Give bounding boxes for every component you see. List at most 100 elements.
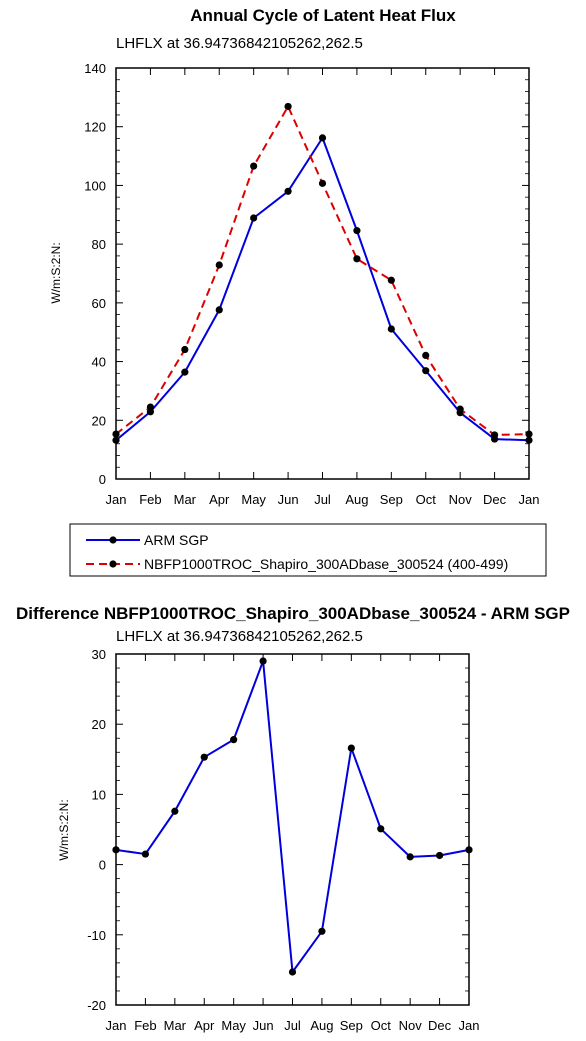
x-tick-label: May bbox=[241, 492, 266, 507]
series-0-point bbox=[406, 853, 414, 861]
series-0-point bbox=[347, 744, 355, 752]
series-0-point bbox=[230, 736, 238, 744]
series-1-point bbox=[284, 102, 292, 111]
x-tick-label: Jul bbox=[314, 492, 331, 507]
series-1-point bbox=[456, 405, 464, 413]
x-tick-label: Jun bbox=[253, 1018, 274, 1033]
legend: ARM SGP NBFP1000TROC_Shapiro_300ADbase_3… bbox=[69, 523, 547, 577]
series-0-point bbox=[318, 134, 327, 142]
y-tick-label: 20 bbox=[92, 413, 106, 428]
x-tick-label: Nov bbox=[449, 492, 473, 507]
series-layer bbox=[112, 102, 533, 444]
x-tick-label: Jan bbox=[106, 1018, 127, 1033]
x-tick-label: Jan bbox=[459, 1018, 480, 1033]
series-0-point bbox=[215, 306, 223, 314]
series-0-point bbox=[465, 846, 473, 854]
y-tick-label: 0 bbox=[99, 472, 106, 487]
x-tick-label: Oct bbox=[371, 1018, 392, 1033]
series-0-point bbox=[200, 753, 208, 761]
x-tick-label: Apr bbox=[194, 1018, 215, 1033]
x-tick-label: Oct bbox=[416, 492, 437, 507]
series-0-point bbox=[181, 368, 189, 376]
chart-subtitle: LHFLX at 36.94736842105262,262.5 bbox=[116, 35, 363, 52]
y-tick-label: 40 bbox=[92, 355, 106, 370]
difference-tick-labels: Jan Feb Mar Apr May Jun Jul Aug Sep Oct Nov Dec Jan-… bbox=[87, 647, 479, 1033]
y-tick-label: 120 bbox=[84, 120, 106, 135]
series-1-point bbox=[422, 351, 430, 360]
chart-title: Annual Cycle of Latent Heat Flux bbox=[190, 6, 456, 25]
y-tick-label: -10 bbox=[87, 928, 106, 943]
x-tick-label: Dec bbox=[483, 492, 507, 507]
y-tick-label: 100 bbox=[84, 178, 106, 193]
series-1-point bbox=[387, 276, 395, 284]
difference-chart-title: Difference NBFP1000TROC_Shapiro_300ADbas… bbox=[16, 604, 570, 623]
series-1-point bbox=[490, 431, 499, 439]
difference-y-axis-label: W/m:S:2:N: bbox=[57, 799, 71, 860]
y-tick-label: 140 bbox=[84, 61, 106, 76]
series-0-point bbox=[250, 214, 258, 222]
x-tick-label: Sep bbox=[340, 1018, 363, 1033]
series-0-point bbox=[525, 436, 533, 444]
x-tick-label: Jun bbox=[278, 492, 299, 507]
series-0-point bbox=[387, 325, 395, 333]
difference-chart-subtitle: LHFLX at 36.94736842105262,262.5 bbox=[116, 628, 363, 645]
series-0-point bbox=[112, 846, 120, 854]
legend-label-arm-sgp: ARM SGP bbox=[144, 532, 209, 548]
x-tick-label: Aug bbox=[345, 492, 368, 507]
legend-box bbox=[69, 523, 547, 577]
series-0-point bbox=[284, 187, 292, 195]
series-1-point bbox=[181, 345, 189, 354]
series-0-point bbox=[435, 851, 444, 860]
series-0-point bbox=[141, 850, 150, 858]
y-tick-label: 30 bbox=[92, 647, 106, 662]
difference-series-layer bbox=[112, 657, 473, 976]
series-0-point bbox=[353, 227, 361, 235]
series-0-point bbox=[171, 807, 179, 815]
series-0-point bbox=[259, 657, 267, 665]
series-0-point bbox=[288, 968, 297, 976]
series-1-point bbox=[215, 261, 223, 269]
series-1-point bbox=[250, 162, 258, 170]
series-0-point bbox=[318, 927, 326, 935]
series-0-point bbox=[112, 436, 120, 444]
y-tick-label: -20 bbox=[87, 998, 106, 1013]
y-tick-label: 60 bbox=[92, 296, 106, 311]
series-line-1 bbox=[115, 105, 530, 436]
x-tick-label: Feb bbox=[134, 1018, 156, 1033]
x-tick-label: Jul bbox=[284, 1018, 301, 1033]
x-tick-label: Mar bbox=[164, 1018, 187, 1033]
difference-plot-frame bbox=[115, 653, 470, 1006]
difference-axis-ticks bbox=[115, 653, 470, 1006]
axis-ticks bbox=[115, 67, 530, 480]
legend-marker-arm-sgp bbox=[109, 536, 117, 544]
legend-label-model: NBFP1000TROC_Shapiro_300ADbase_300524 (4… bbox=[144, 556, 508, 572]
y-tick-label: 20 bbox=[92, 717, 106, 732]
series-line-0 bbox=[115, 660, 470, 974]
legend-marker-model bbox=[109, 560, 117, 568]
x-tick-label: May bbox=[221, 1018, 246, 1033]
annual-cycle-chart: Annual Cycle of Latent Heat Flux LHFLX a… bbox=[49, 6, 539, 507]
x-tick-label: Nov bbox=[399, 1018, 423, 1033]
difference-chart: Difference NBFP1000TROC_Shapiro_300ADbas… bbox=[16, 604, 570, 1033]
y-tick-label: 0 bbox=[99, 858, 106, 873]
tick-labels: Jan Feb Mar Apr May Jun Jul Aug Sep Oct Nov Dec Jan0… bbox=[84, 61, 539, 507]
x-tick-label: Jan bbox=[106, 492, 127, 507]
series-0-point bbox=[377, 825, 385, 833]
x-tick-label: Mar bbox=[174, 492, 197, 507]
y-tick-label: 10 bbox=[92, 787, 106, 802]
series-1-point bbox=[146, 403, 155, 411]
x-tick-label: Apr bbox=[209, 492, 230, 507]
series-0-point bbox=[422, 367, 430, 375]
x-tick-label: Feb bbox=[139, 492, 161, 507]
x-tick-label: Aug bbox=[310, 1018, 333, 1033]
x-tick-label: Sep bbox=[380, 492, 403, 507]
x-tick-label: Jan bbox=[519, 492, 540, 507]
series-1-point bbox=[353, 255, 361, 263]
y-tick-label: 80 bbox=[92, 237, 106, 252]
series-1-point bbox=[112, 430, 120, 438]
y-axis-label: W/m:S:2:N: bbox=[49, 242, 63, 303]
series-1-point bbox=[318, 179, 327, 187]
x-tick-label: Dec bbox=[428, 1018, 452, 1033]
series-1-point bbox=[525, 430, 533, 438]
